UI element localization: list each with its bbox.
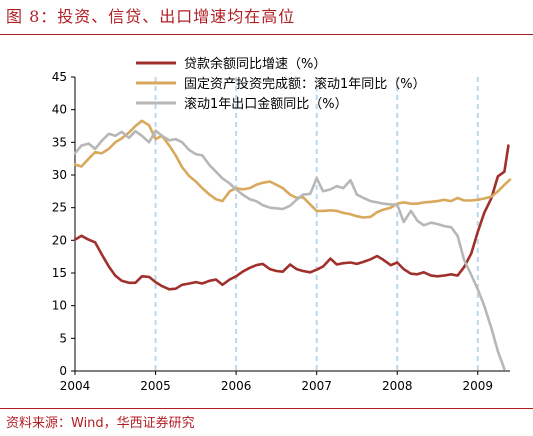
series-line-2 bbox=[73, 119, 512, 219]
y-tick-label: 15 bbox=[52, 266, 67, 280]
y-tick-label: 10 bbox=[52, 299, 67, 313]
title-rule bbox=[0, 34, 533, 35]
y-tick-label: 5 bbox=[59, 331, 67, 345]
y-tick-label: 30 bbox=[52, 168, 67, 182]
legend-label-2: 固定资产投资完成额：滚动1年同比（%） bbox=[184, 76, 426, 92]
series-line-3 bbox=[73, 129, 506, 371]
source-rule bbox=[0, 408, 533, 409]
y-tick-label: 0 bbox=[59, 364, 67, 378]
x-tick-label: 2005 bbox=[140, 379, 171, 393]
y-tick-label: 25 bbox=[52, 201, 67, 215]
legend-label-3: 滚动1年出口金额同比（%） bbox=[184, 96, 348, 112]
chart-axes: 0 5 10 15 20 25 30 35 40 45 2004 2005 2006 2007 2008 20… bbox=[52, 70, 510, 393]
x-tick-label: 2008 bbox=[382, 379, 413, 393]
x-tick-label: 2004 bbox=[60, 379, 91, 393]
y-tick-label: 35 bbox=[52, 135, 67, 149]
y-tick-label: 40 bbox=[52, 103, 67, 117]
x-tick-label: 2007 bbox=[301, 379, 332, 393]
y-tick-label: 45 bbox=[52, 70, 67, 84]
figure-title: 图 8：投资、信贷、出口增速均在高位 bbox=[6, 7, 296, 26]
source-note: 资料来源：Wind，华西证券研究 bbox=[6, 416, 195, 431]
x-tick-label: 2006 bbox=[221, 379, 252, 393]
y-tick-label: 20 bbox=[52, 233, 67, 247]
chart-legend: 贷款余额同比增速（%） 固定资产投资完成额：滚动1年同比（%） 滚动1年出口金额同比… bbox=[136, 56, 426, 112]
chart-series bbox=[73, 119, 512, 371]
series-line-1 bbox=[73, 144, 510, 291]
x-tick-label: 2009 bbox=[463, 379, 494, 393]
legend-label-1: 贷款余额同比增速（%） bbox=[184, 56, 326, 72]
line-chart: 0 5 10 15 20 25 30 35 40 45 2004 2005 2006 2007 2008 20… bbox=[52, 56, 512, 393]
